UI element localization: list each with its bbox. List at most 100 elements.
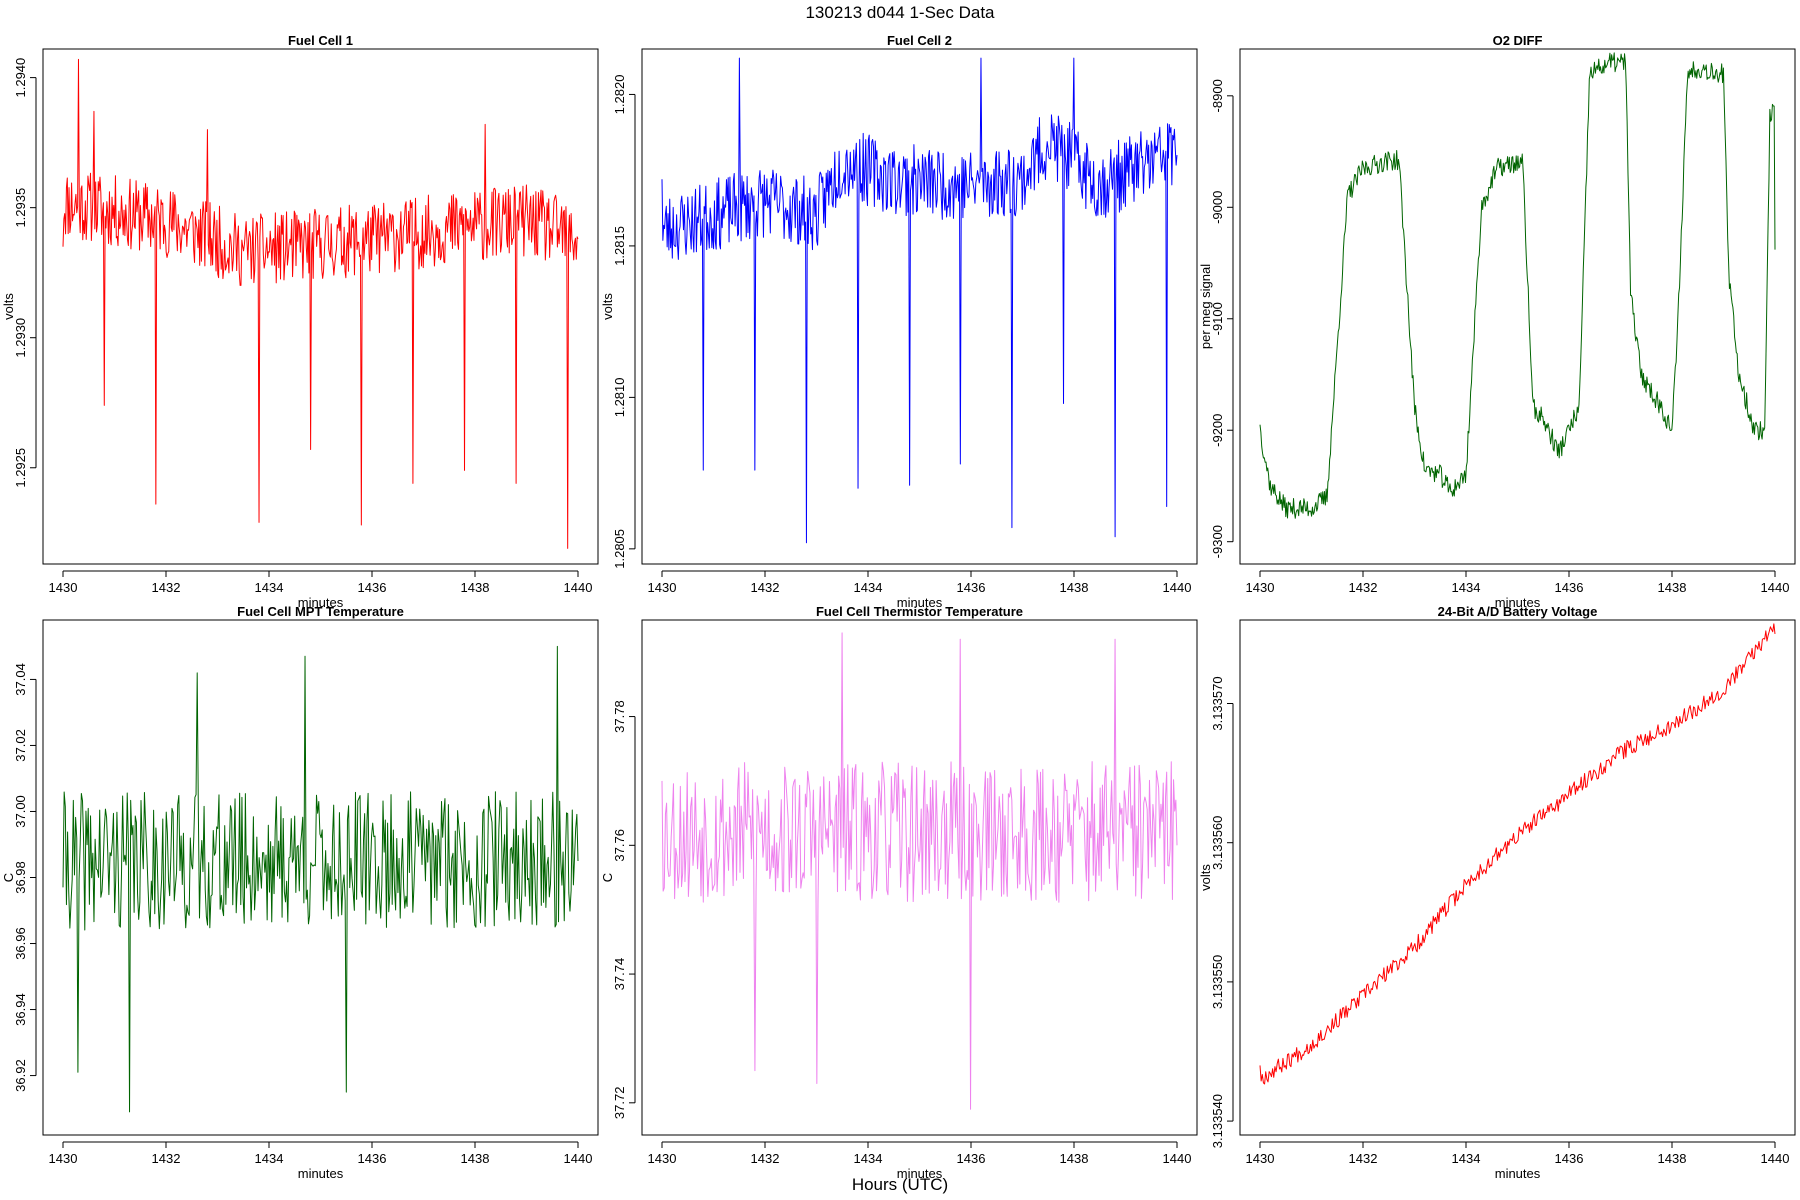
y-axis-label: C [1, 873, 16, 882]
figure-footer-label: Hours (UTC) [852, 1175, 948, 1194]
x-tick-label: 1432 [751, 1151, 780, 1166]
x-tick-label: 1438 [1658, 580, 1687, 595]
series-line [1259, 623, 1776, 1085]
x-tick-label: 1438 [461, 580, 490, 595]
y-tick-label: 3.133570 [1210, 676, 1225, 730]
x-tick-label: 1436 [1555, 580, 1584, 595]
x-tick-label: 1434 [854, 1151, 883, 1166]
y-tick-label: 1.2925 [13, 448, 28, 488]
chart-panel-2: Fuel Cell 2 1430 1432 1434 1436 1438 1440 minut… [600, 33, 1198, 610]
x-tick-label: 1432 [152, 1151, 181, 1166]
x-tick-label: 1440 [1163, 1151, 1192, 1166]
chart-title: Fuel Cell Thermistor Temperature [816, 604, 1023, 619]
y-tick-label: 37.74 [612, 958, 627, 991]
y-tick-label: 1.2820 [612, 75, 627, 115]
x-tick-label: 1438 [1060, 1151, 1089, 1166]
y-tick-label: 36.96 [13, 927, 28, 960]
x-tick-label: 1434 [255, 580, 284, 595]
chart-panel-3: O2 DIFF 1430 1432 1434 1436 1438 1440 minutes -9… [1198, 33, 1796, 610]
x-axis-label: minutes [298, 1166, 344, 1181]
chart-panel-6: 24-Bit A/D Battery Voltage 1430 1432 1434 14… [1198, 604, 1796, 1181]
x-axis-label: minutes [1495, 595, 1541, 610]
y-tick-label: 1.2940 [13, 58, 28, 98]
series-line [62, 58, 579, 549]
x-axis-label: minutes [1495, 1166, 1541, 1181]
x-tick-label: 1430 [648, 1151, 677, 1166]
y-tick-label: 1.2815 [612, 226, 627, 266]
x-tick-label: 1436 [957, 580, 986, 595]
y-tick-label: 36.94 [13, 993, 28, 1026]
x-axis-label: minutes [897, 1166, 943, 1181]
y-tick-label: 36.92 [13, 1059, 28, 1092]
y-axis-label: volts [1, 293, 16, 320]
y-tick-label: -9300 [1210, 525, 1225, 558]
plot-frame [641, 619, 1198, 1136]
x-tick-label: 1432 [1349, 1151, 1378, 1166]
y-tick-label: 1.2935 [13, 188, 28, 228]
y-tick-label: 37.72 [612, 1087, 627, 1120]
y-axis-label: volts [600, 293, 615, 320]
chart-panel-1: Fuel Cell 1 1430 1432 1434 1436 1438 1440 minut… [1, 33, 599, 610]
y-tick-label: 1.2930 [13, 318, 28, 358]
x-tick-label: 1432 [152, 580, 181, 595]
y-tick-label: 3.133560 [1210, 816, 1225, 870]
panels: Fuel Cell 1 1430 1432 1434 1436 1438 1440 minut… [1, 33, 1796, 1181]
figure-title: 130213 d044 1-Sec Data [805, 3, 995, 22]
y-tick-label: 37.76 [612, 829, 627, 862]
x-tick-label: 1430 [1246, 580, 1275, 595]
y-tick-label: 3.133540 [1210, 1094, 1225, 1148]
x-tick-label: 1440 [564, 580, 593, 595]
chart-title: O2 DIFF [1493, 33, 1543, 48]
x-tick-label: 1436 [957, 1151, 986, 1166]
chart-panel-5: Fuel Cell Thermistor Temperature 1430 1432… [600, 604, 1198, 1181]
x-tick-label: 1434 [255, 1151, 284, 1166]
x-tick-label: 1440 [564, 1151, 593, 1166]
series-line [62, 645, 579, 1113]
x-tick-label: 1432 [1349, 580, 1378, 595]
plot-frame [641, 48, 1198, 565]
x-axis-label: minutes [897, 595, 943, 610]
x-tick-label: 1440 [1761, 580, 1790, 595]
x-tick-label: 1436 [1555, 1151, 1584, 1166]
plot-frame [42, 48, 599, 565]
x-tick-label: 1434 [1452, 580, 1481, 595]
x-tick-label: 1438 [461, 1151, 490, 1166]
x-axis-label: minutes [298, 595, 344, 610]
y-tick-label: 37.04 [13, 663, 28, 696]
x-tick-label: 1434 [1452, 1151, 1481, 1166]
y-tick-label: 3.133550 [1210, 955, 1225, 1009]
y-tick-label: -9000 [1210, 191, 1225, 224]
x-tick-label: 1436 [358, 580, 387, 595]
x-tick-label: 1432 [751, 580, 780, 595]
y-tick-label: 36.98 [13, 861, 28, 894]
y-tick-label: 37.00 [13, 795, 28, 828]
chart-title: 24-Bit A/D Battery Voltage [1438, 604, 1598, 619]
x-tick-label: 1434 [854, 580, 883, 595]
chart-title: Fuel Cell 2 [887, 33, 952, 48]
y-axis-label: volts [1198, 864, 1213, 891]
y-tick-label: 37.02 [13, 729, 28, 762]
series-line [661, 632, 1178, 1110]
x-tick-label: 1440 [1761, 1151, 1790, 1166]
x-tick-label: 1436 [358, 1151, 387, 1166]
y-tick-label: -9200 [1210, 414, 1225, 447]
y-tick-label: -8900 [1210, 79, 1225, 112]
plot-frame [1239, 48, 1796, 565]
series-line [661, 57, 1178, 544]
plot-frame [42, 619, 599, 1136]
x-tick-label: 1438 [1060, 580, 1089, 595]
y-tick-label: 37.78 [612, 700, 627, 733]
chart-panel-4: Fuel Cell MPT Temperature 1430 1432 1434 143… [1, 604, 599, 1181]
x-tick-label: 1430 [648, 580, 677, 595]
chart-title: Fuel Cell MPT Temperature [237, 604, 404, 619]
y-tick-label: -9100 [1210, 302, 1225, 335]
x-tick-label: 1440 [1163, 580, 1192, 595]
x-tick-label: 1430 [49, 580, 78, 595]
series-line [1259, 52, 1776, 519]
x-tick-label: 1438 [1658, 1151, 1687, 1166]
chart-title: Fuel Cell 1 [288, 33, 353, 48]
y-tick-label: 1.2810 [612, 377, 627, 417]
x-tick-label: 1430 [49, 1151, 78, 1166]
y-axis-label: C [600, 873, 615, 882]
